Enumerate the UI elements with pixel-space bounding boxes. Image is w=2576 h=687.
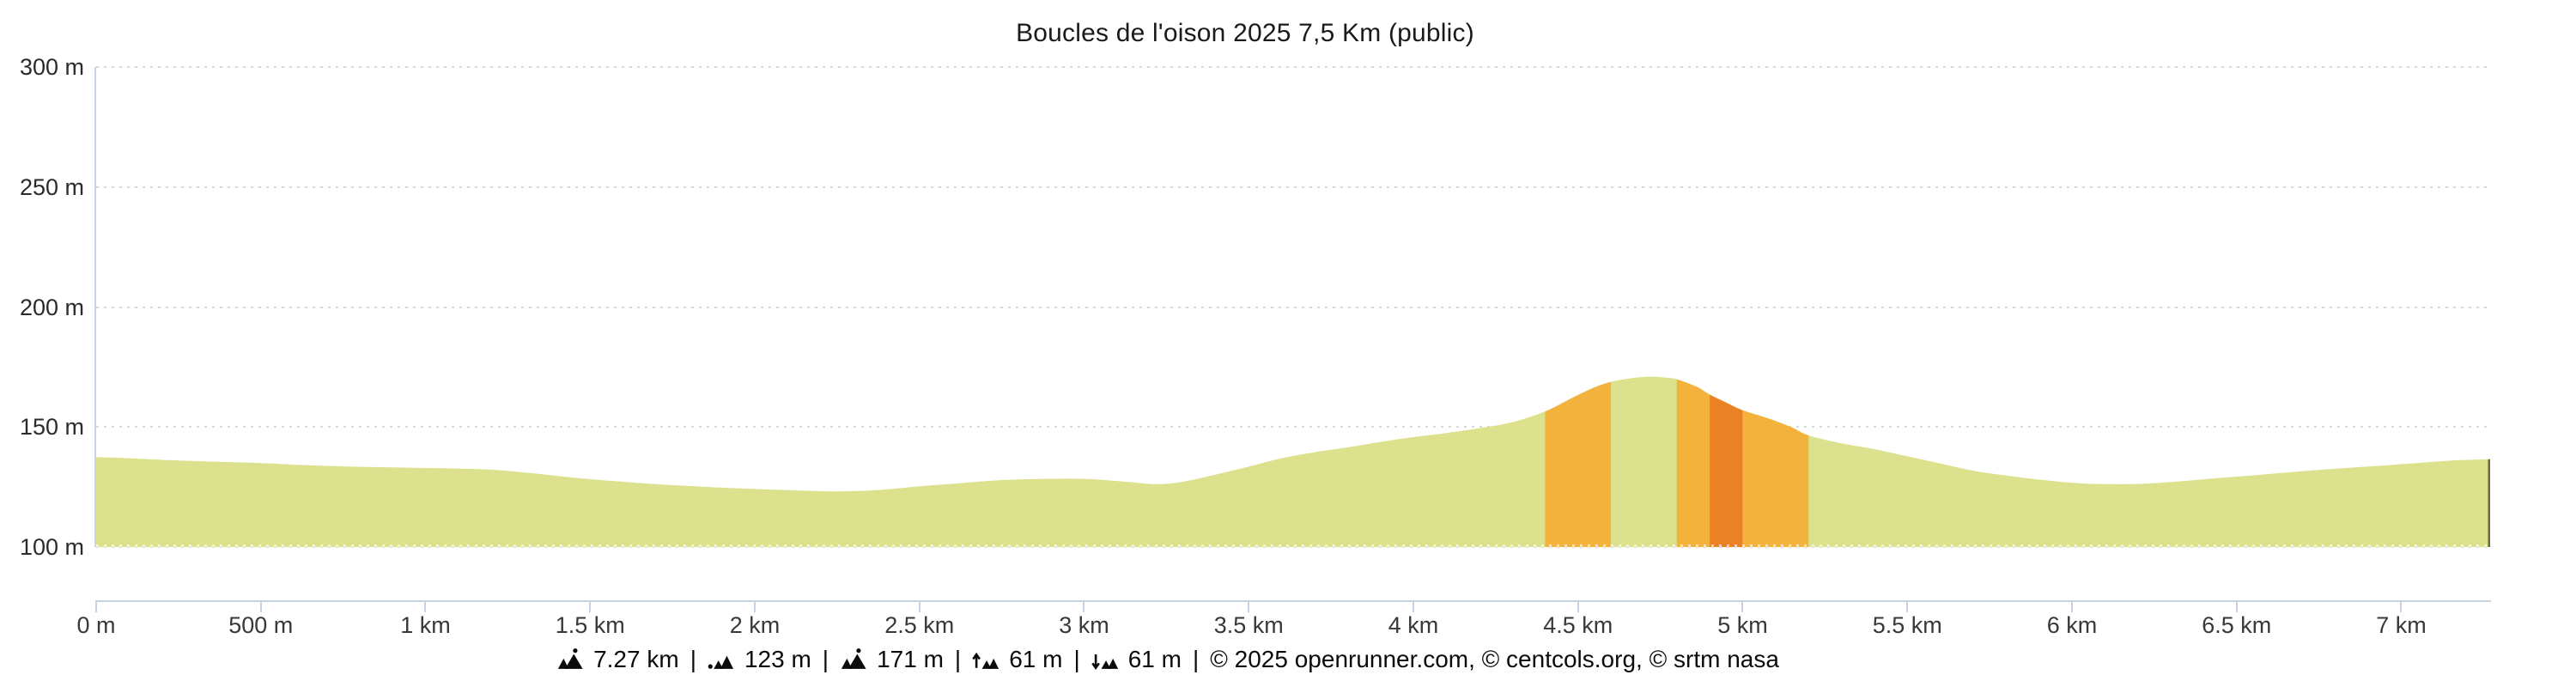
x-axis-tick	[1906, 601, 1909, 612]
x-axis-tick-label: 500 m	[228, 612, 294, 638]
x-axis-tick	[2070, 601, 2073, 612]
x-axis-tick-label: 4 km	[1388, 612, 1439, 638]
x-axis-line	[95, 600, 2491, 602]
x-axis-tick	[589, 601, 592, 612]
gridline-100m	[96, 546, 2490, 548]
slope-band	[1742, 376, 1809, 547]
elevation-area-chart[interactable]	[96, 67, 2490, 547]
gridline-250m	[96, 185, 2490, 188]
x-axis-tick-label: 6 km	[2046, 612, 2098, 638]
stat-separator: |	[690, 646, 696, 672]
stat-value-min-altitude: 123 m	[744, 646, 811, 672]
x-axis-tick	[95, 601, 97, 612]
stats-footer: 7.27 km | 123 m | 171 m | 61 m | 61 m | © 2025 ope…	[0, 646, 2336, 673]
y-axis-label: 200 m	[19, 294, 84, 320]
distance-mountain-icon	[556, 648, 585, 671]
slope-band	[1710, 376, 1743, 547]
x-axis-tick	[1248, 601, 1250, 612]
x-axis-tick	[1412, 601, 1414, 612]
chart-title: Boucles de l'oison 2025 7,5 Km (public)	[1016, 19, 1474, 47]
stat-value-total-descent: 61 m	[1127, 646, 1182, 672]
total-ascent-icon	[972, 648, 1000, 671]
x-axis-tick-label: 2 km	[729, 612, 781, 638]
x-axis-tick	[1577, 601, 1579, 612]
gridline-200m	[96, 306, 2490, 308]
gridline-150m	[96, 426, 2490, 429]
x-axis-tick	[2400, 601, 2403, 612]
copyright-credits: © 2025 openrunner.com, © centcols.org, ©…	[1210, 646, 1779, 672]
x-axis-tick-label: 5.5 km	[1872, 612, 1942, 638]
gridline-300m	[96, 66, 2490, 68]
x-axis-tick-label: 6.5 km	[2202, 612, 2272, 638]
y-axis-label: 250 m	[19, 173, 84, 200]
y-axis-line	[94, 67, 96, 547]
x-axis-tick-label: 3.5 km	[1213, 612, 1284, 638]
x-axis-tick-label: 5 km	[1717, 612, 1768, 638]
x-axis-tick	[424, 601, 427, 612]
stat-separator: |	[1073, 646, 1080, 672]
x-axis-tick	[918, 601, 920, 612]
x-axis-tick-label: 7 km	[2376, 612, 2427, 638]
max-altitude-icon	[840, 648, 868, 671]
x-axis-tick-label: 1.5 km	[555, 612, 625, 638]
x-axis-tick-label: 0 m	[76, 612, 116, 638]
x-axis-tick-label: 1 km	[400, 612, 451, 638]
total-descent-icon	[1091, 648, 1120, 671]
y-axis-label: 100 m	[19, 534, 84, 560]
stat-separator: |	[1192, 646, 1200, 672]
min-altitude-icon	[708, 648, 736, 671]
x-axis-tick-label: 4.5 km	[1543, 612, 1613, 638]
stat-value-distance: 7.27 km	[593, 646, 679, 672]
elevation-area	[96, 376, 2490, 547]
slope-band	[1676, 376, 1710, 547]
stat-value-total-ascent: 61 m	[1009, 646, 1063, 672]
x-axis-tick	[2235, 601, 2238, 612]
stat-separator: |	[954, 646, 962, 672]
y-axis-label: 300 m	[19, 54, 84, 80]
x-axis-tick	[259, 601, 262, 612]
x-axis-tick-label: 3 km	[1059, 612, 1109, 638]
slope-band	[1545, 376, 1612, 547]
stat-separator: |	[822, 646, 829, 672]
stat-value-max-altitude: 171 m	[877, 646, 944, 672]
x-axis-tick-label: 2.5 km	[884, 612, 955, 638]
x-axis-tick	[1083, 601, 1085, 612]
x-axis-tick	[1741, 601, 1744, 612]
x-axis-tick	[753, 601, 756, 612]
y-axis-label: 150 m	[19, 414, 84, 441]
